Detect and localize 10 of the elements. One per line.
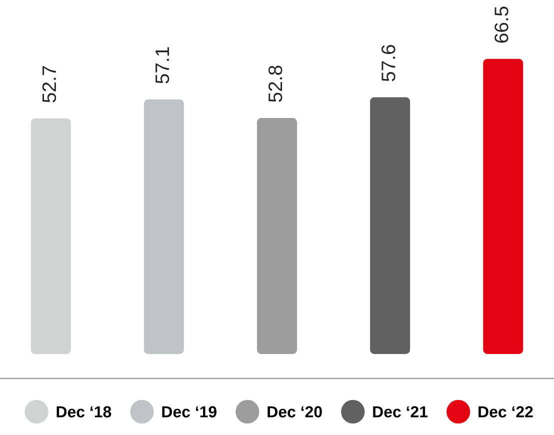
x-tick-label: Dec ‘20 [268, 406, 322, 418]
data-label: 52.8 [268, 66, 282, 102]
data-label: 66.5 [494, 6, 508, 43]
x-tick-label: Dec ‘18 [56, 406, 112, 418]
x-tick-label: Dec ‘21 [373, 406, 428, 418]
x-tick-label: Dec ‘22 [478, 406, 533, 418]
data-label: 57.6 [382, 45, 396, 82]
data-label: 52.7 [42, 66, 56, 102]
data-label: 57.1 [156, 47, 170, 84]
x-tick-label: Dec ‘19 [162, 406, 216, 418]
